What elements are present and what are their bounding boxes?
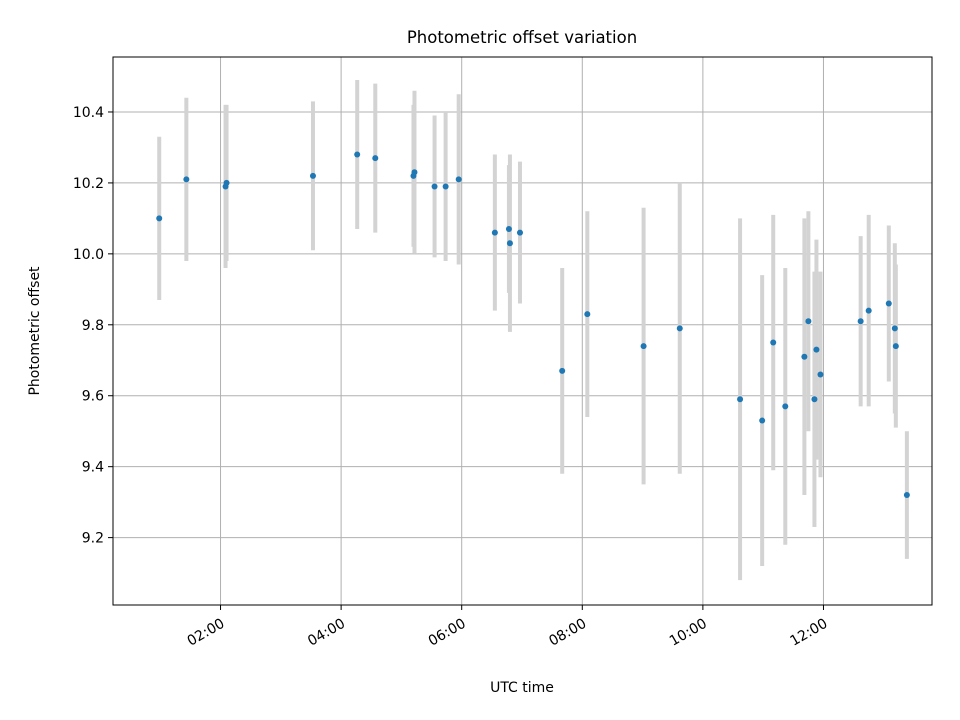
grid (113, 57, 932, 605)
y-tick-label: 9.2 (82, 531, 104, 547)
data-point (505, 226, 512, 233)
data-point (491, 229, 498, 236)
data-point (455, 176, 462, 183)
data-point (759, 417, 766, 424)
y-tick-label: 10.4 (73, 105, 104, 121)
data-point (903, 492, 910, 499)
data-point (891, 325, 898, 332)
data-point (372, 155, 379, 162)
data-points (156, 151, 910, 499)
data-point (811, 396, 818, 403)
data-point (431, 183, 438, 190)
axes-frame (112, 56, 933, 606)
data-point (737, 396, 744, 403)
data-point (309, 172, 316, 179)
data-point (516, 229, 523, 236)
data-point (892, 343, 899, 350)
chart-title: Photometric offset variation (407, 28, 637, 47)
data-point (559, 367, 566, 374)
y-tick-label: 9.6 (82, 389, 104, 405)
data-point (801, 353, 808, 360)
data-point (223, 179, 230, 186)
data-point (640, 343, 647, 350)
data-point (354, 151, 361, 158)
data-point (805, 318, 812, 325)
data-point (770, 339, 777, 346)
data-point (676, 325, 683, 332)
data-point (817, 371, 824, 378)
data-point (156, 215, 163, 222)
y-tick-label: 9.8 (82, 318, 104, 334)
y-axis-label: Photometric offset (27, 266, 43, 396)
data-point (506, 240, 513, 247)
data-point (183, 176, 190, 183)
y-tick-label: 10.0 (73, 247, 104, 263)
data-point (857, 318, 864, 325)
x-axis-label: UTC time (490, 680, 554, 696)
y-tick-label: 10.2 (73, 176, 104, 192)
data-point (411, 169, 418, 176)
data-point (813, 346, 820, 353)
data-point (885, 300, 892, 307)
data-point (782, 403, 789, 410)
data-point (442, 183, 449, 190)
y-tick-label: 9.4 (82, 460, 104, 476)
data-point (865, 307, 872, 314)
data-point (584, 311, 591, 318)
y-axis-ticks: 9.2 9.4 9.6 9.8 10.0 10.2 10.4 (73, 105, 113, 547)
